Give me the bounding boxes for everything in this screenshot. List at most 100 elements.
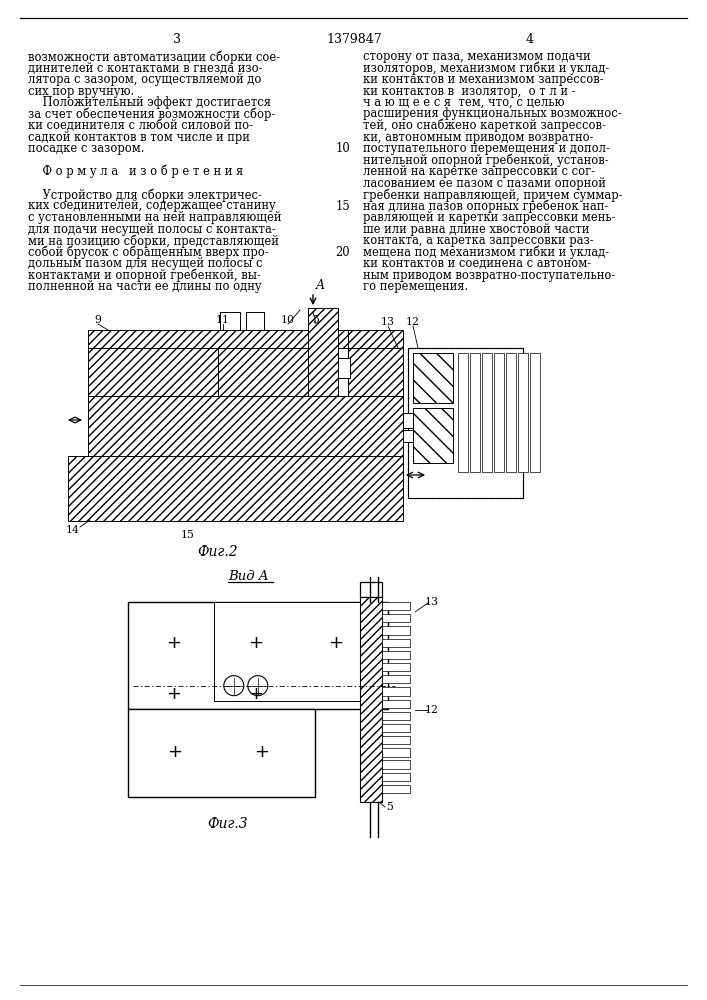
Text: +: +	[249, 685, 264, 703]
Text: сих пор вручную.: сих пор вручную.	[28, 85, 134, 98]
Text: Фиг.2: Фиг.2	[198, 545, 238, 559]
Text: нительной опорной гребенкой, установ-: нительной опорной гребенкой, установ-	[363, 153, 609, 167]
FancyBboxPatch shape	[348, 348, 403, 396]
FancyBboxPatch shape	[308, 308, 338, 396]
Text: тей, оно снабжено кареткой запрессов-: тей, оно снабжено кареткой запрессов-	[363, 119, 606, 132]
Text: ласованием ее пазом с пазами опорной: ласованием ее пазом с пазами опорной	[363, 176, 606, 190]
Text: +: +	[166, 685, 181, 703]
Bar	[128, 602, 388, 709]
Text: 12: 12	[425, 705, 439, 715]
Bar	[360, 582, 382, 597]
Text: Фиг.3: Фиг.3	[208, 817, 248, 831]
FancyBboxPatch shape	[88, 330, 348, 348]
Bar	[338, 358, 350, 378]
Text: +: +	[254, 743, 269, 761]
Text: 13: 13	[425, 597, 439, 607]
Text: полненной на части ее длины по одну: полненной на части ее длины по одну	[28, 280, 262, 293]
Bar	[458, 353, 468, 472]
Text: равляющей и каретки запрессовки мень-: равляющей и каретки запрессовки мень-	[363, 211, 616, 224]
Bar	[382, 773, 410, 781]
Text: собой брусок с обращенным вверх про-: собой брусок с обращенным вверх про-	[28, 245, 269, 259]
Text: с установленными на ней направляющей: с установленными на ней направляющей	[28, 211, 281, 224]
Text: поступательного перемещения и допол-: поступательного перемещения и допол-	[363, 142, 610, 155]
Bar	[382, 663, 410, 671]
Bar	[128, 709, 315, 797]
Text: ки контактов в  изолятор,  о т л и -: ки контактов в изолятор, о т л и -	[363, 85, 575, 98]
Text: ным приводом возвратно-поступательно-: ным приводом возвратно-поступательно-	[363, 268, 615, 282]
Bar	[220, 312, 240, 330]
Bar	[530, 353, 540, 472]
Text: за счет обеспечения возможности сбор-: за счет обеспечения возможности сбор-	[28, 107, 275, 121]
Text: дольным пазом для несущей полосы с: дольным пазом для несущей полосы с	[28, 257, 262, 270]
Bar	[382, 626, 410, 635]
Text: контактами и опорной гребенкой, вы-: контактами и опорной гребенкой, вы-	[28, 268, 261, 282]
Text: контакта, а каретка запрессовки раз-: контакта, а каретка запрессовки раз-	[363, 234, 594, 247]
Text: ч а ю щ е е с я  тем, что, с целью: ч а ю щ е е с я тем, что, с целью	[363, 96, 564, 109]
Text: Ф о р м у л а   и з о б р е т е н и я: Ф о р м у л а и з о б р е т е н и я	[28, 165, 243, 178]
Text: 10: 10	[335, 142, 350, 155]
Bar	[382, 639, 410, 647]
Bar	[246, 312, 264, 330]
Text: го перемещения.: го перемещения.	[363, 280, 468, 293]
Bar	[403, 430, 413, 442]
Text: динителей с контактами в гнезда изо-: динителей с контактами в гнезда изо-	[28, 62, 262, 75]
Text: Положительный эффект достигается: Положительный эффект достигается	[28, 96, 271, 109]
Text: Устройство для сборки электричес-: Устройство для сборки электричес-	[28, 188, 262, 202]
Text: +: +	[328, 634, 343, 652]
Text: 4: 4	[526, 33, 534, 46]
Text: гребенки направляющей, причем суммар-: гребенки направляющей, причем суммар-	[363, 188, 622, 202]
Bar	[518, 353, 528, 472]
Text: садкой контактов в том числе и при: садкой контактов в том числе и при	[28, 130, 250, 143]
FancyBboxPatch shape	[413, 353, 453, 403]
Text: +: +	[168, 743, 182, 761]
FancyBboxPatch shape	[88, 396, 403, 456]
Text: +: +	[166, 634, 181, 652]
FancyBboxPatch shape	[68, 456, 403, 521]
FancyBboxPatch shape	[348, 330, 403, 348]
Bar	[403, 413, 413, 428]
FancyBboxPatch shape	[88, 348, 218, 396]
Bar	[382, 736, 410, 744]
Bar	[382, 675, 410, 683]
Text: 1379847: 1379847	[326, 33, 382, 46]
Text: для подачи несущей полосы с контакта-: для подачи несущей полосы с контакта-	[28, 223, 276, 235]
Bar	[382, 651, 410, 659]
Bar	[408, 348, 523, 498]
Text: 14: 14	[66, 525, 80, 535]
Bar	[382, 602, 410, 610]
Text: ленной на каретке запрессовки с сог-: ленной на каретке запрессовки с сог-	[363, 165, 595, 178]
Bar	[382, 760, 410, 769]
Text: 10: 10	[281, 315, 295, 325]
Bar	[382, 712, 410, 720]
Text: ки, автономным приводом возвратно-: ки, автономным приводом возвратно-	[363, 130, 593, 143]
Bar	[382, 785, 410, 793]
Text: A: A	[316, 279, 325, 292]
Text: ких соединителей, содержащее станину: ких соединителей, содержащее станину	[28, 200, 276, 213]
Text: 20: 20	[335, 245, 350, 258]
Text: 9: 9	[95, 315, 101, 325]
Text: лятора с зазором, осуществляемой до: лятора с зазором, осуществляемой до	[28, 73, 262, 86]
Bar	[482, 353, 492, 472]
Text: 5: 5	[312, 315, 320, 325]
Text: посадке с зазором.: посадке с зазором.	[28, 142, 144, 155]
Text: сторону от паза, механизмом подачи: сторону от паза, механизмом подачи	[363, 50, 590, 63]
Circle shape	[224, 676, 244, 696]
Text: мещена под механизмом гибки и уклад-: мещена под механизмом гибки и уклад-	[363, 245, 609, 259]
Bar	[382, 748, 410, 757]
Text: расширения функциональных возможнос-: расширения функциональных возможнос-	[363, 107, 621, 120]
Text: ки контактов и соединена с автоном-: ки контактов и соединена с автоном-	[363, 257, 591, 270]
Circle shape	[247, 676, 268, 696]
Text: ше или равна длине хвостовой части: ше или равна длине хвостовой части	[363, 223, 590, 235]
Bar	[470, 353, 480, 472]
Text: ная длина пазов опорных гребенок нап-: ная длина пазов опорных гребенок нап-	[363, 200, 608, 213]
Text: Вид A: Вид A	[228, 570, 269, 583]
Text: 12: 12	[406, 317, 420, 327]
Text: 15: 15	[181, 530, 195, 540]
FancyBboxPatch shape	[218, 348, 308, 396]
Text: ми на позицию сборки, представляющей: ми на позицию сборки, представляющей	[28, 234, 279, 247]
Text: возможности автоматизации сборки сое-: возможности автоматизации сборки сое-	[28, 50, 280, 64]
Text: 15: 15	[335, 200, 350, 213]
Bar	[382, 614, 410, 622]
Text: 5: 5	[387, 802, 393, 812]
Bar	[214, 602, 373, 701]
